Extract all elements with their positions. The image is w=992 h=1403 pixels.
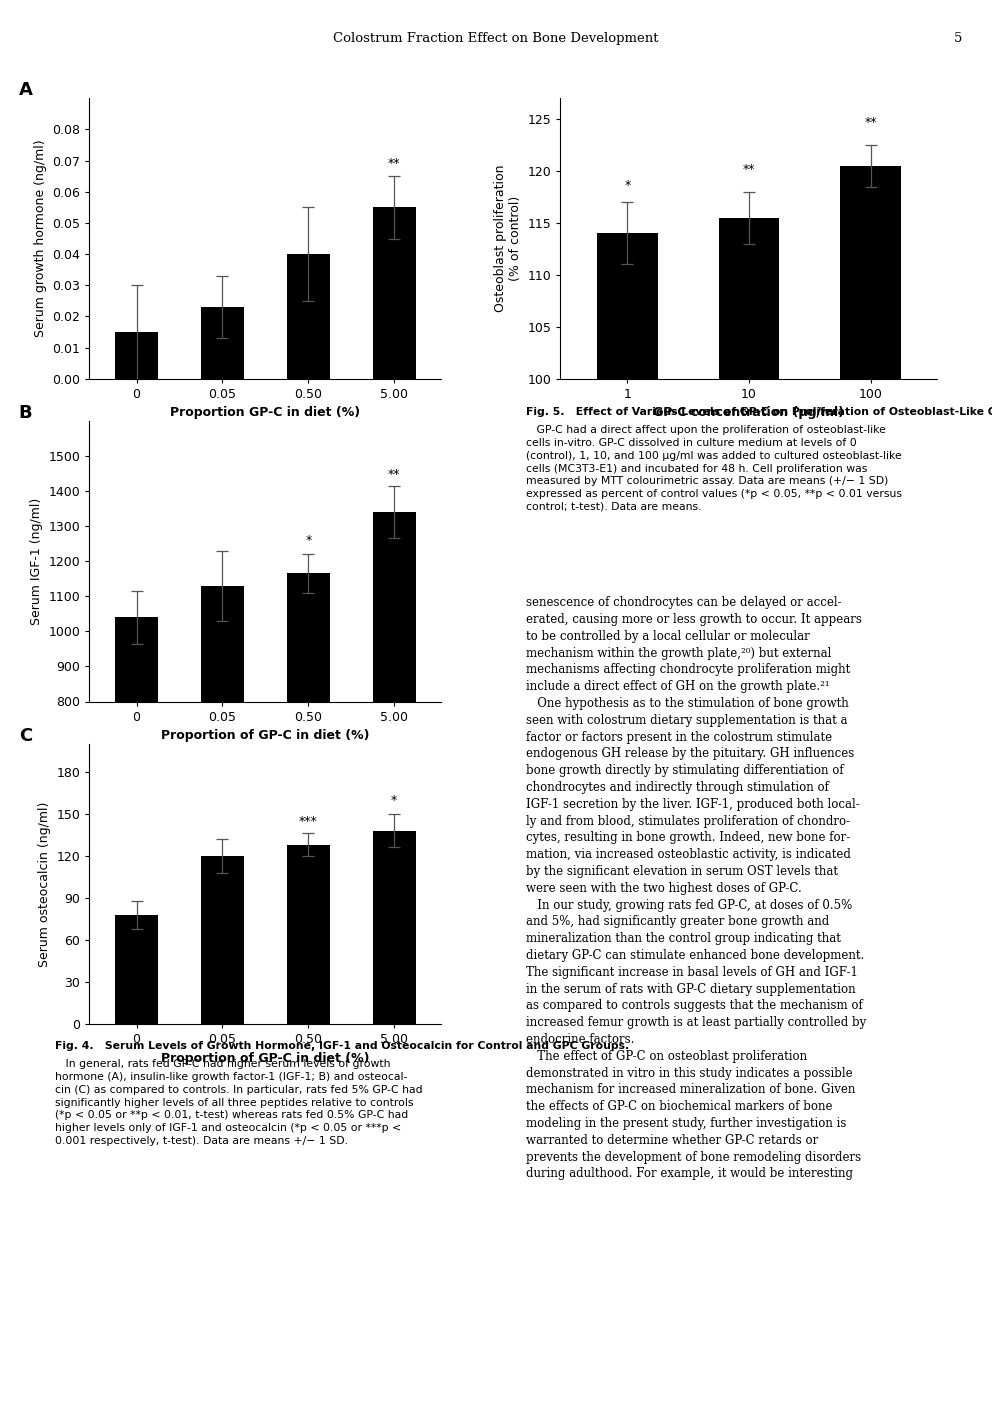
- Text: GP-C had a direct affect upon the proliferation of osteoblast-like
cells in-vitr: GP-C had a direct affect upon the prolif…: [526, 425, 902, 512]
- Y-axis label: Serum growth hormone (ng/ml): Serum growth hormone (ng/ml): [34, 140, 47, 337]
- Y-axis label: Osteoblast proliferation
(% of control): Osteoblast proliferation (% of control): [494, 164, 522, 313]
- Text: *: *: [306, 535, 311, 547]
- Text: **: **: [388, 467, 401, 480]
- X-axis label: Proportion of GP-C in diet (%): Proportion of GP-C in diet (%): [161, 1052, 370, 1065]
- Bar: [201, 307, 244, 379]
- X-axis label: Proportion of GP-C in diet (%): Proportion of GP-C in diet (%): [161, 730, 370, 742]
- Bar: [115, 333, 158, 379]
- Bar: [287, 574, 329, 982]
- Text: **: **: [864, 116, 877, 129]
- Bar: [373, 831, 416, 1024]
- Text: C: C: [19, 727, 32, 745]
- Text: *: *: [624, 178, 631, 192]
- X-axis label: GP-C concentration (μg/ml): GP-C concentration (μg/ml): [654, 407, 844, 419]
- Text: *: *: [391, 794, 398, 807]
- Text: Fig. 5.   Effect of Various Levels of GP-C on Proliferation of Osteoblast-Like C: Fig. 5. Effect of Various Levels of GP-C…: [526, 407, 992, 417]
- Bar: [201, 586, 244, 982]
- Text: Colostrum Fraction Effect on Bone Development: Colostrum Fraction Effect on Bone Develo…: [333, 32, 659, 45]
- Bar: [287, 254, 329, 379]
- Bar: [115, 617, 158, 982]
- Bar: [718, 217, 780, 1403]
- Text: **: **: [743, 163, 755, 177]
- Text: ***: ***: [299, 815, 317, 828]
- Text: 5: 5: [954, 32, 962, 45]
- Text: B: B: [19, 404, 33, 422]
- Y-axis label: Serum osteocalcin (ng/ml): Serum osteocalcin (ng/ml): [38, 801, 51, 967]
- Bar: [373, 512, 416, 982]
- Text: In general, rats fed GP-C had higher serum levels of growth
hormone (A), insulin: In general, rats fed GP-C had higher ser…: [55, 1059, 423, 1146]
- Text: **: **: [388, 157, 401, 170]
- Bar: [373, 208, 416, 379]
- Text: senescence of chondrocytes can be delayed or accel-
erated, causing more or less: senescence of chondrocytes can be delaye…: [526, 596, 866, 1180]
- Bar: [597, 233, 658, 1403]
- Bar: [115, 915, 158, 1024]
- Text: Fig. 4.   Serum Levels of Growth Hormone, IGF-1 and Osteocalcin for Control and : Fig. 4. Serum Levels of Growth Hormone, …: [55, 1041, 629, 1051]
- Bar: [287, 845, 329, 1024]
- Text: A: A: [19, 81, 33, 100]
- Bar: [201, 856, 244, 1024]
- X-axis label: Proportion GP-C in diet (%): Proportion GP-C in diet (%): [171, 407, 360, 419]
- Y-axis label: Serum IGF-1 (ng/ml): Serum IGF-1 (ng/ml): [30, 498, 43, 624]
- Bar: [840, 166, 901, 1403]
